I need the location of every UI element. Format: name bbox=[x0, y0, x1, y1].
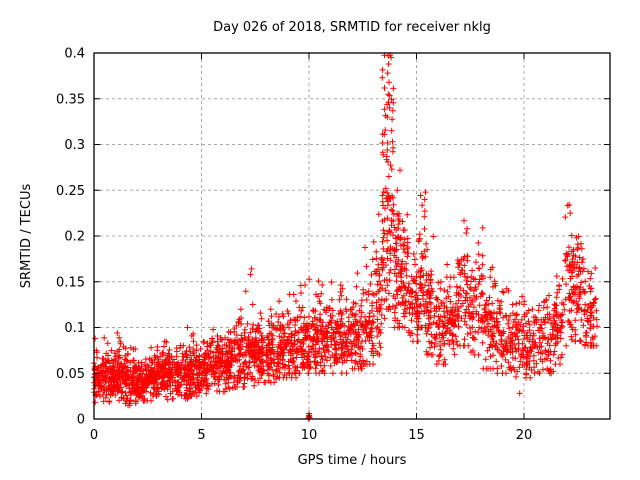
y-tick-label: 0.3 bbox=[64, 138, 85, 153]
y-tick-label: 0 bbox=[77, 413, 85, 428]
y-tick-label: 0.05 bbox=[56, 367, 85, 382]
gridlines bbox=[94, 53, 610, 419]
x-tick-label: 5 bbox=[197, 428, 205, 443]
tick-labels: 0 5 10 15 20 0 0.05 0.1 0.15 0.2 0.25 0.3 0.35 0.4 bbox=[56, 47, 532, 444]
y-tick-label: 0.2 bbox=[64, 230, 85, 245]
x-axis-label: GPS time / hours bbox=[298, 453, 407, 468]
x-tick-label: 15 bbox=[408, 428, 425, 443]
y-axis-label: SRMTID / TECUs bbox=[19, 184, 34, 289]
y-tick-label: 0.4 bbox=[64, 47, 85, 62]
plot-render-layer: 0 5 10 15 20 0 0.05 0.1 0.15 0.2 0.25 0.3 0.35 0.4 bbox=[56, 47, 611, 444]
x-tick-label: 10 bbox=[301, 428, 318, 443]
scatter-data-points bbox=[91, 52, 600, 422]
plot-border bbox=[93, 52, 611, 420]
chart-title: Day 026 of 2018, SRMTID for receiver nkl… bbox=[213, 20, 491, 35]
x-tick-label: 0 bbox=[90, 428, 98, 443]
y-tick-label: 0.1 bbox=[64, 321, 85, 336]
x-tick-label: 20 bbox=[516, 428, 533, 443]
y-tick-label: 0.25 bbox=[56, 184, 85, 199]
y-tick-label: 0.15 bbox=[56, 275, 85, 290]
y-tick-label: 0.35 bbox=[56, 92, 85, 107]
